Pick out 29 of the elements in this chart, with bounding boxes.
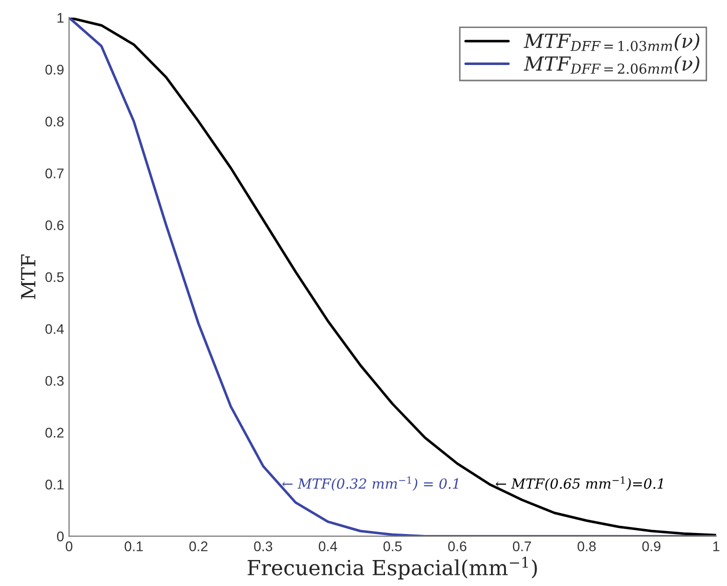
- x-tick-label: 0.3: [254, 541, 272, 552]
- x-tick-label: 0.4: [318, 541, 338, 552]
- x-tick-label: 0.8: [578, 541, 596, 552]
- y-tick-label: 0.4: [45, 324, 64, 334]
- y-tick-label: 0.1: [45, 480, 64, 490]
- x-tick-label: 1: [713, 542, 720, 552]
- y-tick-label: 0.8: [45, 116, 64, 126]
- y-tick-label: 1: [58, 13, 64, 23]
- x-tick-label: 0.6: [448, 541, 466, 552]
- legend-label: MTF$_{DFF=1.03mm}$(ν): [524, 33, 700, 52]
- x-tick-label: 0: [66, 541, 72, 552]
- y-tick-label: 0.6: [45, 220, 64, 230]
- y-tick-label: 0.2: [45, 428, 64, 438]
- x-tick-label: 0.2: [189, 541, 208, 552]
- legend-label: MTF$_{DFF=2.06mm}$(ν): [524, 56, 700, 74]
- x-tick-label: 0.1: [124, 541, 143, 552]
- x-tick-label: 0.5: [383, 541, 402, 552]
- y-tick-label: 0.9: [45, 64, 64, 75]
- y-tick-label: 0: [57, 532, 64, 542]
- annotation: ← MTF(0.65 mm$^{−1}$)=0.1: [496, 476, 663, 491]
- y-tick-label: 0.3: [45, 376, 64, 386]
- x-tick-label: 0.9: [642, 541, 660, 552]
- x-axis-title: Frecuencia Espacial(mm$^{−1}$): [248, 556, 537, 580]
- y-tick-label: 0.7: [45, 168, 64, 178]
- y-tick-label: 0.5: [45, 272, 64, 282]
- x-tick-label: 0.7: [512, 541, 531, 552]
- y-axis-title: MTF: [21, 254, 36, 300]
- line-series: [69, 18, 716, 536]
- annotation: ← MTF(0.32 mm$^{−1}$) = 0.1: [282, 476, 458, 491]
